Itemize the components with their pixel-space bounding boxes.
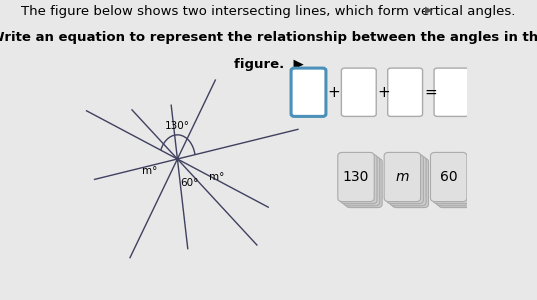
FancyBboxPatch shape xyxy=(434,68,469,116)
FancyBboxPatch shape xyxy=(388,68,423,116)
Text: +: + xyxy=(378,85,390,100)
FancyBboxPatch shape xyxy=(346,158,382,208)
FancyBboxPatch shape xyxy=(387,154,423,204)
FancyBboxPatch shape xyxy=(343,157,380,206)
FancyBboxPatch shape xyxy=(342,68,376,116)
Text: m°: m° xyxy=(209,172,224,182)
FancyBboxPatch shape xyxy=(338,152,374,202)
FancyBboxPatch shape xyxy=(438,158,475,208)
FancyBboxPatch shape xyxy=(291,68,326,116)
Text: figure.  ▶: figure. ▶ xyxy=(234,58,303,71)
FancyBboxPatch shape xyxy=(433,154,470,204)
FancyBboxPatch shape xyxy=(392,158,429,208)
Text: 60°: 60° xyxy=(180,178,199,188)
Text: 130°: 130° xyxy=(165,121,190,130)
Text: +: + xyxy=(327,85,340,100)
Text: Write an equation to represent the relationship between the angles in the: Write an equation to represent the relat… xyxy=(0,32,537,44)
Text: ▶: ▶ xyxy=(425,4,432,14)
FancyBboxPatch shape xyxy=(431,152,467,202)
FancyBboxPatch shape xyxy=(340,154,377,204)
Text: m°: m° xyxy=(142,166,157,176)
Text: m: m xyxy=(396,170,409,184)
Text: =: = xyxy=(424,85,437,100)
Text: 130: 130 xyxy=(343,170,369,184)
FancyBboxPatch shape xyxy=(384,152,420,202)
FancyBboxPatch shape xyxy=(436,157,473,206)
Text: The figure below shows two intersecting lines, which form vertical angles.: The figure below shows two intersecting … xyxy=(21,4,516,17)
Text: 60: 60 xyxy=(440,170,458,184)
FancyBboxPatch shape xyxy=(390,157,426,206)
